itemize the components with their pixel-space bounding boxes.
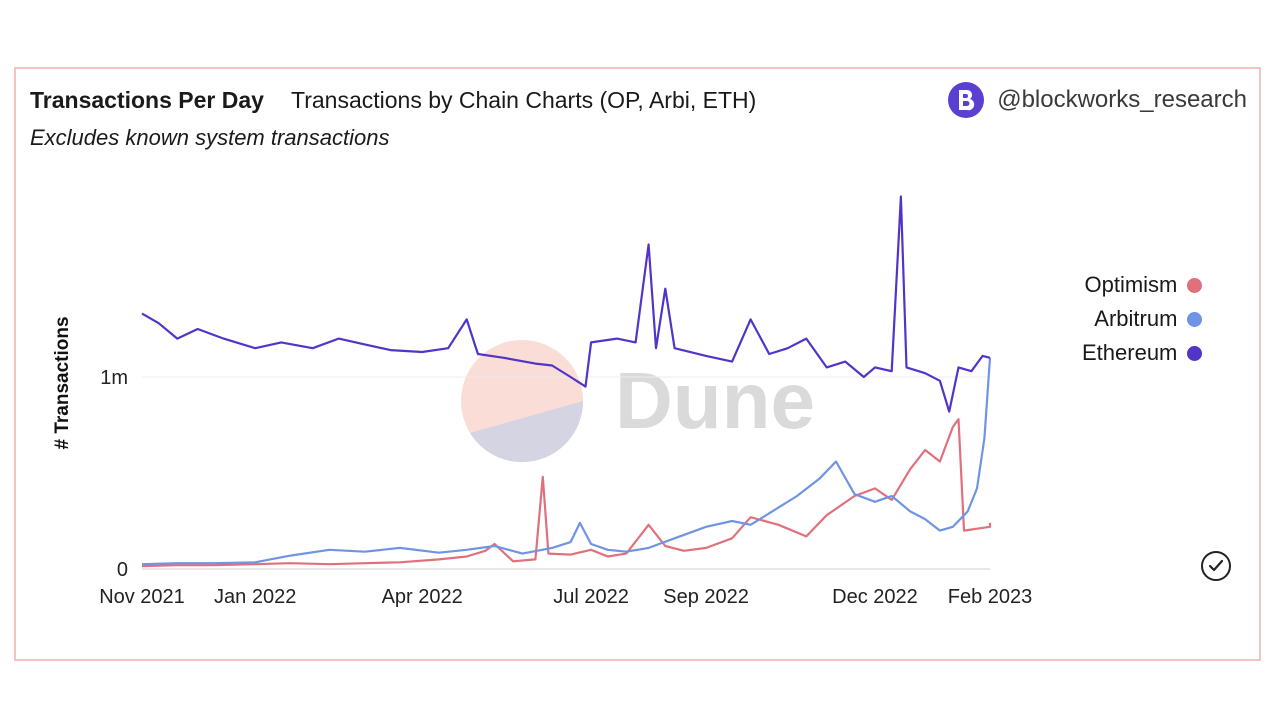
brand[interactable]: @blockworks_research: [948, 82, 1247, 118]
chart-title: Transactions Per Day: [30, 87, 264, 113]
x-tick-label: Jan 2022: [214, 586, 296, 608]
series-lines: [141, 195, 992, 568]
chart-description: Excludes known system transactions: [30, 125, 390, 150]
legend-item-arbitrum[interactable]: Arbitrum: [1082, 302, 1203, 336]
watermark-logo-shade: [470, 401, 584, 463]
y-tick-label: 0: [117, 559, 128, 581]
series-line-ethereum[interactable]: [141, 195, 991, 413]
legend-swatch-arbitrum: [1187, 311, 1203, 327]
blockworks-logo-icon: [948, 82, 985, 118]
legend-swatch-ethereum: [1187, 345, 1203, 361]
legend-swatch-optimism: [1187, 277, 1203, 293]
legend-label-optimism: Optimism: [1084, 272, 1178, 297]
x-tick-label: Feb 2023: [948, 586, 1033, 608]
check-circle-icon[interactable]: [1201, 551, 1231, 581]
legend-item-ethereum[interactable]: Ethereum: [1082, 336, 1203, 370]
legend-item-optimism[interactable]: Optimism: [1082, 268, 1203, 302]
watermark-text: Dune: [615, 356, 815, 445]
series-line-arbitrum[interactable]: [141, 357, 992, 566]
y-ticks: 0 1m: [100, 367, 128, 581]
x-tick-label: Dec 2022: [832, 586, 918, 608]
legend: Optimism Arbitrum Ethereum: [1082, 268, 1203, 370]
gridlines: [142, 376, 990, 570]
brand-handle: @blockworks_research: [997, 86, 1247, 113]
legend-label-ethereum: Ethereum: [1082, 340, 1178, 365]
chart-subtitle[interactable]: Transactions by Chain Charts (OP, Arbi, …: [291, 87, 757, 113]
watermark: Dune: [461, 340, 815, 463]
x-tick-label: Sep 2022: [663, 586, 749, 608]
legend-label-arbitrum: Arbitrum: [1094, 306, 1178, 331]
x-tick-label: Apr 2022: [382, 586, 463, 608]
x-tick-label: Nov 2021: [99, 586, 185, 608]
y-axis-label: # Transactions: [52, 316, 73, 449]
series-line-optimism[interactable]: [141, 418, 992, 568]
x-ticks: Nov 2021 Jan 2022 Apr 2022 Jul 2022 Sep 2022…: [99, 586, 1032, 608]
y-tick-label: 1m: [100, 367, 128, 389]
x-tick-label: Jul 2022: [553, 586, 629, 608]
